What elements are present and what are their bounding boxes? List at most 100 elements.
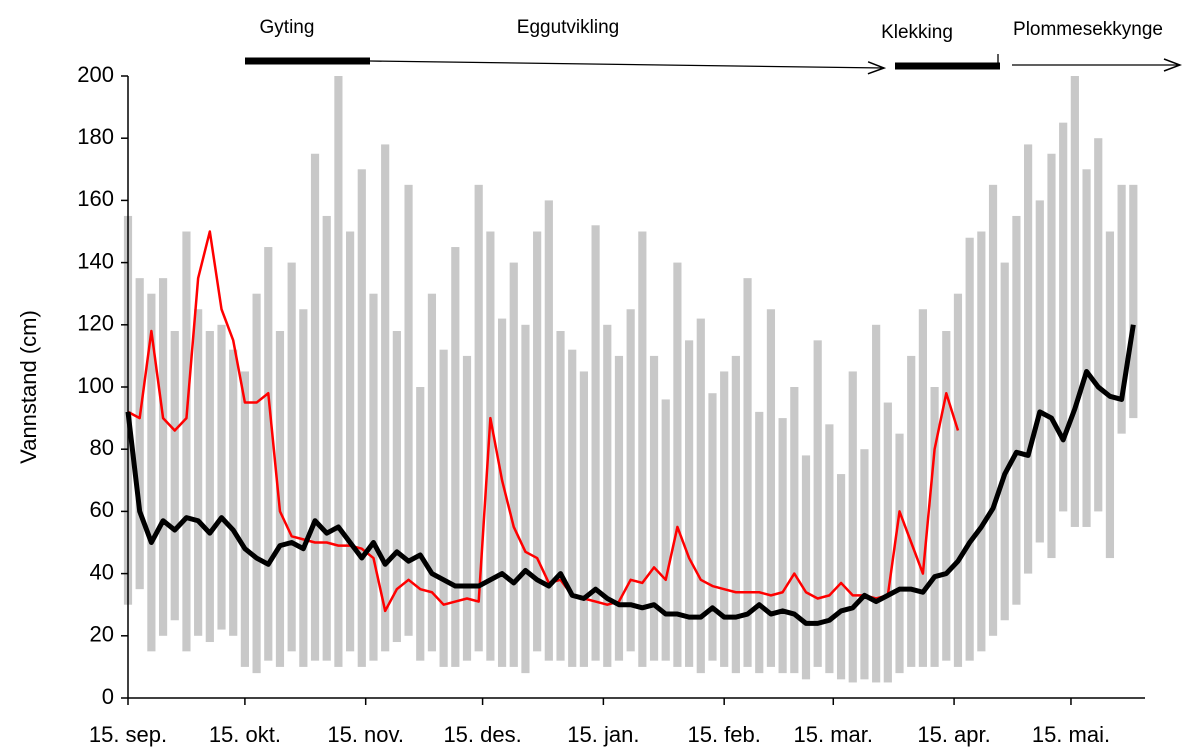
range-bar	[1012, 215, 1021, 605]
range-bar	[930, 387, 939, 667]
range-bar	[579, 371, 588, 667]
range-bar	[474, 184, 483, 652]
range-bar	[801, 455, 811, 680]
range-bar	[1094, 138, 1103, 512]
range-bar	[603, 324, 612, 667]
range-bar	[229, 349, 238, 636]
range-bar	[439, 349, 448, 667]
range-bar	[205, 331, 214, 643]
range-bar	[988, 184, 998, 636]
range-bar	[217, 324, 226, 630]
range-bar	[544, 200, 553, 661]
y-tick-label: 140	[77, 248, 114, 273]
range-bar	[766, 309, 776, 667]
range-bar	[895, 433, 904, 674]
range-bar	[427, 293, 437, 652]
range-bar	[977, 231, 986, 652]
range-bar	[661, 399, 670, 661]
range-bar	[825, 424, 834, 674]
y-tick-label: 0	[102, 684, 114, 709]
range-bar	[907, 355, 916, 667]
range-bar	[708, 393, 717, 661]
range-bar	[1059, 122, 1068, 512]
y-tick-label: 120	[77, 311, 114, 336]
range-bar	[299, 309, 308, 667]
x-tick-label: 15. apr.	[917, 722, 990, 747]
range-bar	[416, 387, 425, 661]
range-bar	[953, 293, 963, 667]
range-bar	[743, 278, 752, 667]
y-tick-label: 100	[77, 373, 114, 398]
x-tick-label: 15. mai.	[1032, 722, 1110, 747]
x-tick-label: 15. okt.	[209, 722, 281, 747]
range-bar	[287, 262, 296, 652]
range-bar	[673, 262, 682, 667]
x-tick-label: 15. mar.	[794, 722, 873, 747]
y-tick-label: 200	[77, 62, 114, 87]
range-bar	[310, 153, 320, 661]
y-tick-label: 60	[90, 497, 114, 522]
range-bar	[872, 324, 881, 683]
range-bar	[720, 371, 729, 667]
range-bar	[509, 262, 518, 667]
range-bar	[860, 449, 869, 680]
range-bar	[381, 144, 390, 652]
range-bar	[486, 231, 495, 661]
range-bar	[685, 340, 694, 667]
range-bar	[568, 349, 577, 667]
phase-label: Eggutvikling	[517, 17, 619, 38]
range-bar	[147, 293, 156, 652]
data-line	[125, 324, 1136, 626]
range-bar	[404, 184, 413, 636]
range-bar	[942, 331, 951, 661]
x-tick-label: 15. sep.	[89, 722, 167, 747]
range-bar	[614, 355, 624, 661]
range-bar	[194, 309, 203, 636]
range-bar	[591, 225, 600, 661]
range-bar	[755, 411, 764, 674]
x-tick-label: 15. jan.	[567, 722, 639, 747]
phase-label: Klekking	[881, 22, 953, 43]
range-bar	[135, 278, 144, 590]
range-bar	[462, 355, 472, 661]
range-bar	[334, 76, 343, 667]
x-tick-label: 15. feb.	[687, 722, 760, 747]
range-bar	[1082, 169, 1091, 527]
range-bar	[790, 387, 799, 674]
range-bar	[848, 371, 857, 683]
range-bar	[533, 231, 542, 652]
plot-area	[123, 76, 1138, 683]
range-bar	[1035, 200, 1044, 543]
range-bar	[158, 278, 168, 636]
range-bar	[1070, 76, 1079, 527]
range-bar	[883, 402, 892, 683]
range-bar	[696, 318, 705, 674]
range-bar	[357, 169, 366, 667]
range-bar	[731, 355, 740, 674]
range-bar	[1117, 184, 1126, 434]
range-bar	[170, 331, 179, 621]
range-bar	[1024, 144, 1033, 574]
range-bar	[497, 318, 507, 667]
range-bar	[638, 231, 647, 667]
range-bar	[346, 231, 355, 652]
x-tick-label: 15. nov.	[327, 722, 404, 747]
range-bar	[322, 215, 331, 661]
y-tick-label: 180	[77, 124, 114, 149]
range-bar	[836, 474, 846, 680]
range-bar	[369, 293, 378, 661]
data-line	[127, 230, 960, 613]
range-bar	[626, 309, 635, 652]
x-tick-label: 15. des.	[443, 722, 521, 747]
range-bar	[649, 355, 659, 661]
range-bar	[965, 237, 974, 661]
range-bar	[182, 231, 191, 652]
range-bar	[813, 340, 822, 667]
range-bar	[392, 331, 401, 643]
y-tick-label: 20	[90, 622, 114, 647]
range-bar	[240, 371, 249, 667]
range-bar	[252, 293, 261, 674]
range-bar	[451, 247, 460, 667]
